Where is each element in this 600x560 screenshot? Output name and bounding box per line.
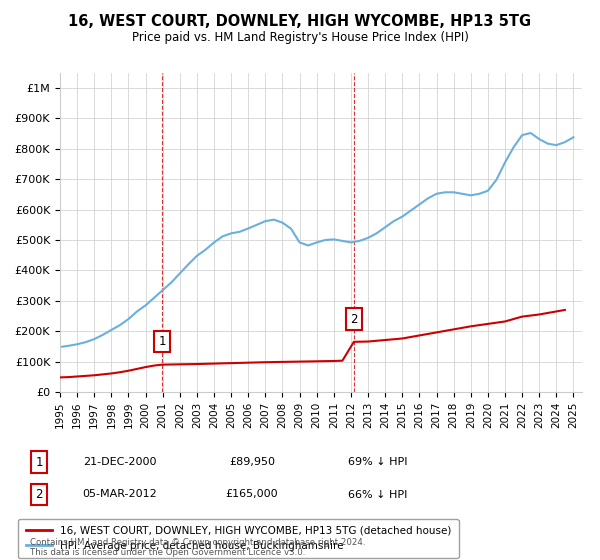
Text: Price paid vs. HM Land Registry's House Price Index (HPI): Price paid vs. HM Land Registry's House …	[131, 31, 469, 44]
Text: 1: 1	[35, 455, 43, 469]
Text: 2: 2	[35, 488, 43, 501]
Text: £165,000: £165,000	[226, 489, 278, 500]
Text: 16, WEST COURT, DOWNLEY, HIGH WYCOMBE, HP13 5TG: 16, WEST COURT, DOWNLEY, HIGH WYCOMBE, H…	[68, 14, 532, 29]
Text: £89,950: £89,950	[229, 457, 275, 467]
Text: 2: 2	[350, 312, 358, 325]
Text: 69% ↓ HPI: 69% ↓ HPI	[348, 457, 408, 467]
Legend: 16, WEST COURT, DOWNLEY, HIGH WYCOMBE, HP13 5TG (detached house), HPI: Average p: 16, WEST COURT, DOWNLEY, HIGH WYCOMBE, H…	[18, 519, 458, 558]
Text: Contains HM Land Registry data © Crown copyright and database right 2024.
This d: Contains HM Land Registry data © Crown c…	[30, 538, 365, 557]
Text: 66% ↓ HPI: 66% ↓ HPI	[349, 489, 407, 500]
Text: 1: 1	[158, 335, 166, 348]
Text: 21-DEC-2000: 21-DEC-2000	[83, 457, 157, 467]
Text: 05-MAR-2012: 05-MAR-2012	[83, 489, 157, 500]
